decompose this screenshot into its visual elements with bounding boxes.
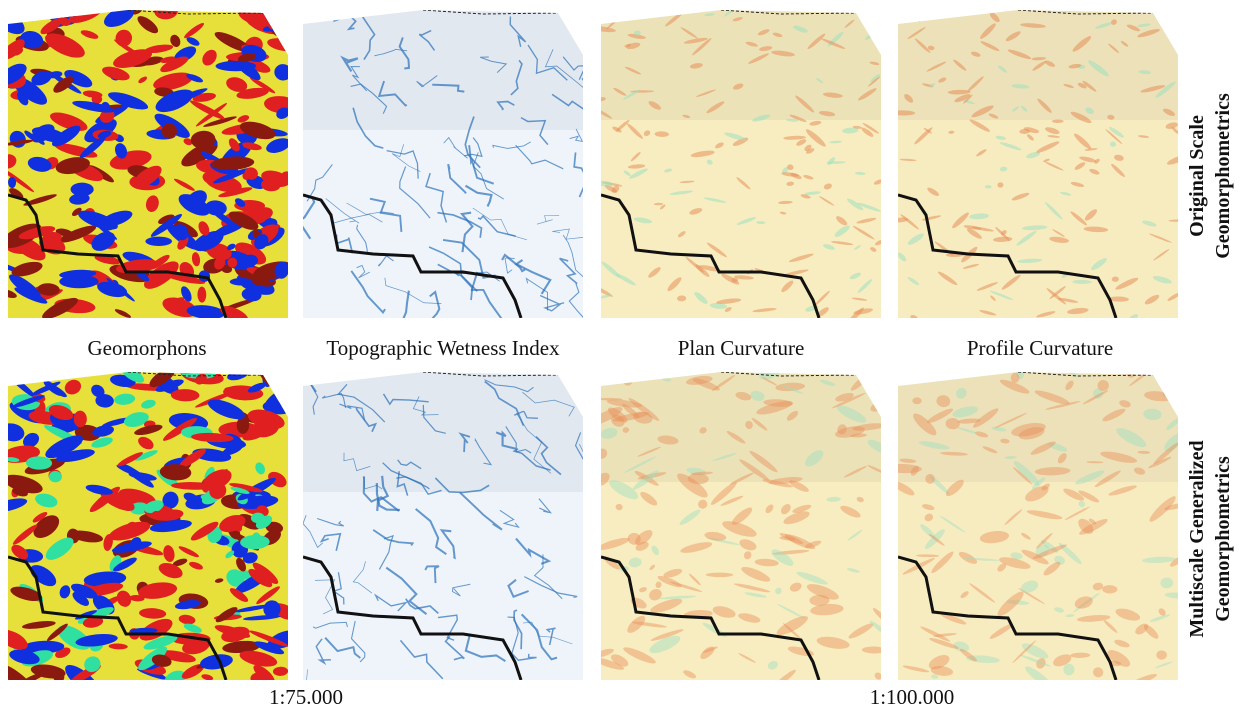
terrain-render xyxy=(601,10,881,318)
curvature-patch xyxy=(1162,15,1175,25)
curvature-patch xyxy=(912,397,921,404)
row-label-line: Geomorphometrics xyxy=(1210,419,1236,659)
curvature-patch xyxy=(1156,650,1167,659)
row-label-line: Geomorphometrics xyxy=(1210,76,1236,276)
terrain-panel xyxy=(8,10,288,318)
shading xyxy=(601,10,881,120)
terrain-render xyxy=(898,372,1178,680)
terrain-panel xyxy=(898,10,1178,318)
terrain-render xyxy=(8,10,288,318)
terrain-render xyxy=(8,372,288,680)
terrain-render xyxy=(601,372,881,680)
row-label-line: Original Scale xyxy=(1184,76,1210,276)
column-label: Topographic Wetness Index xyxy=(326,336,559,361)
curvature-patch xyxy=(864,24,872,28)
terrain-panel xyxy=(601,372,881,680)
terrain-panel xyxy=(601,10,881,318)
shading xyxy=(303,372,583,492)
shading xyxy=(303,10,583,130)
terrain-panel xyxy=(303,10,583,318)
terrain-render xyxy=(303,372,583,680)
column-label: Profile Curvature xyxy=(967,336,1113,361)
figure: Geomorphons Topographic Wetness Index Pl… xyxy=(0,0,1254,715)
curvature-patch xyxy=(902,10,921,23)
row-label: Multiscale GeneralizedGeomorphometrics xyxy=(1184,419,1236,659)
curvature-patch xyxy=(1160,13,1174,23)
landform-patch xyxy=(145,237,172,246)
curvature-patch xyxy=(845,10,852,13)
terrain-panel xyxy=(8,372,288,680)
column-label: Plan Curvature xyxy=(678,336,805,361)
row-label-line: Multiscale Generalized xyxy=(1184,419,1210,659)
landform-patch xyxy=(59,275,98,289)
terrain-panel xyxy=(898,372,1178,680)
curvature-patch xyxy=(1166,19,1177,26)
column-label: Geomorphons xyxy=(88,336,207,361)
row-label: Original ScaleGeomorphometrics xyxy=(1184,76,1236,276)
scale-label: 1:75.000 xyxy=(269,685,343,710)
terrain-panel xyxy=(303,372,583,680)
terrain-render xyxy=(898,10,1178,318)
terrain-render xyxy=(303,10,583,318)
curvature-patch xyxy=(870,377,880,387)
scale-label: 1:100.000 xyxy=(870,685,955,710)
landform-patch xyxy=(268,372,277,375)
landform-patch xyxy=(279,15,288,28)
